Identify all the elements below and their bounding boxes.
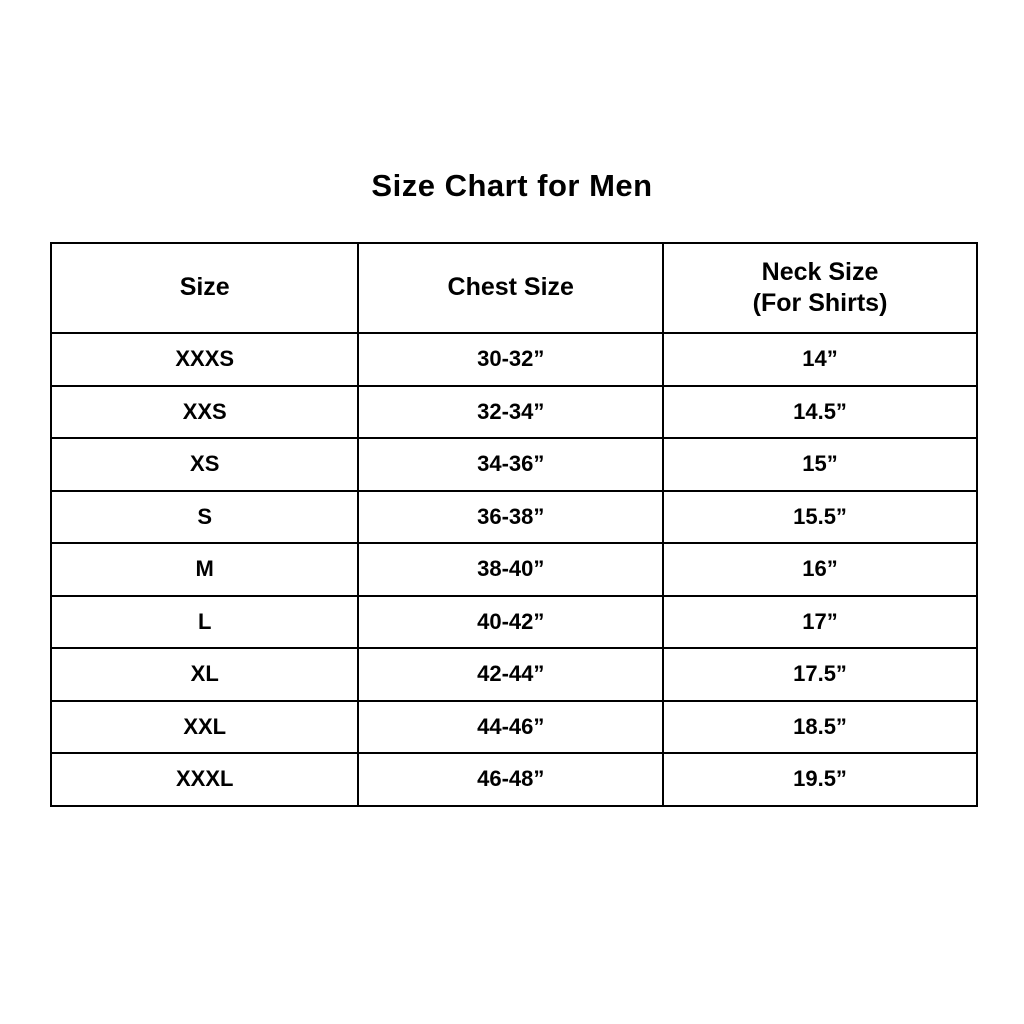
table-cell: 15” <box>662 437 978 492</box>
table-row: XXL 44-46” 18.5” <box>49 699 978 754</box>
table-cell: M <box>49 542 360 597</box>
column-header-size: Size <box>49 242 360 334</box>
size-chart-table-container: Size Chest Size Neck Size (For Shirts) X… <box>49 242 978 807</box>
table-cell: 44-46” <box>357 699 665 754</box>
column-header-chest-size: Chest Size <box>357 242 665 334</box>
table-row: XXS 32-34” 14.5” <box>49 384 978 439</box>
table-cell: 17” <box>662 594 978 649</box>
page-title: Size Chart for Men <box>371 168 653 203</box>
column-header-neck-size-sublabel: (For Shirts) <box>752 289 888 317</box>
column-header-neck-size: Neck Size (For Shirts) <box>662 242 978 334</box>
table-cell: 34-36” <box>357 437 665 492</box>
table-row: XS 34-36” 15” <box>49 437 978 492</box>
table-cell: 18.5” <box>662 699 978 754</box>
table-cell: XS <box>49 437 360 492</box>
table-row: XXXL 46-48” 19.5” <box>49 752 978 807</box>
table-cell: 32-34” <box>357 384 665 439</box>
table-row: XL 42-44” 17.5” <box>49 647 978 702</box>
table-row: L 40-42” 17” <box>49 594 978 649</box>
size-chart-table: Size Chest Size Neck Size (For Shirts) X… <box>49 242 978 807</box>
table-cell: 17.5” <box>662 647 978 702</box>
table-header-row: Size Chest Size Neck Size (For Shirts) <box>49 242 978 334</box>
table-row: M 38-40” 16” <box>49 542 978 597</box>
table-cell: 15.5” <box>662 489 978 544</box>
table-cell: 46-48” <box>357 752 665 807</box>
table-cell: XXXS <box>49 332 360 387</box>
table-cell: L <box>49 594 360 649</box>
table-cell: 36-38” <box>357 489 665 544</box>
table-cell: XXS <box>49 384 360 439</box>
table-row: S 36-38” 15.5” <box>49 489 978 544</box>
table-cell: 14.5” <box>662 384 978 439</box>
table-cell: 19.5” <box>662 752 978 807</box>
table-row: XXXS 30-32” 14” <box>49 332 978 387</box>
table-cell: 42-44” <box>357 647 665 702</box>
table-cell: 30-32” <box>357 332 665 387</box>
table-cell: S <box>49 489 360 544</box>
column-header-neck-size-label: Neck Size <box>761 257 879 286</box>
table-cell: XXXL <box>49 752 360 807</box>
table-cell: 14” <box>662 332 978 387</box>
table-cell: 40-42” <box>357 594 665 649</box>
table-body: XXXS 30-32” 14” XXS 32-34” 14.5” XS 34-36” 15” S 3… <box>49 332 978 807</box>
table-cell: XXL <box>49 699 360 754</box>
table-cell: 16” <box>662 542 978 597</box>
table-cell: 38-40” <box>357 542 665 597</box>
table-cell: XL <box>49 647 360 702</box>
